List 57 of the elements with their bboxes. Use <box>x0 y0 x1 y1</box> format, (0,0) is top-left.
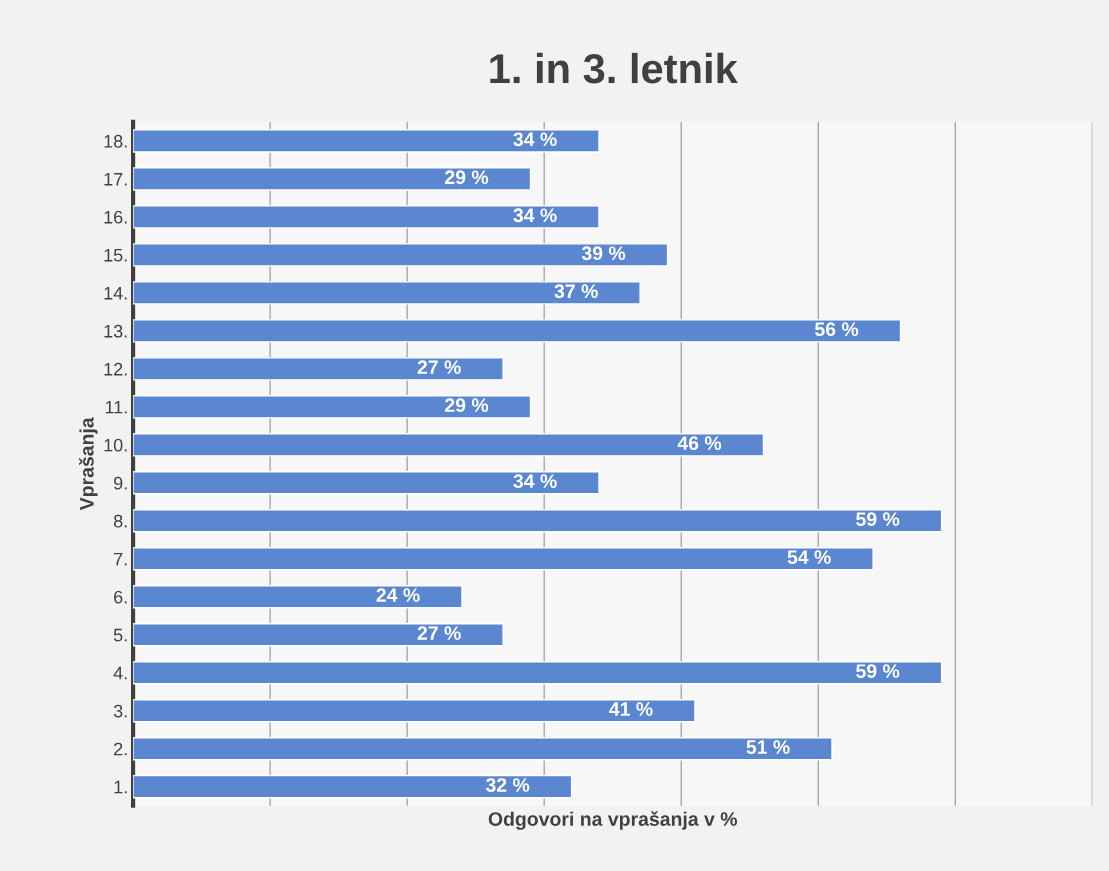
data-label: 41 % <box>609 702 653 716</box>
y-tick-label: 6. <box>114 590 127 604</box>
data-label: 59 % <box>856 664 900 678</box>
bar <box>133 661 943 685</box>
y-tick-label: 12. <box>104 362 127 376</box>
bar <box>133 699 696 723</box>
bar <box>133 509 943 533</box>
bar <box>133 433 765 457</box>
y-tick-label: 9. <box>114 476 127 490</box>
y-tick-label: 5. <box>113 628 127 642</box>
y-tick-label: 7. <box>114 552 127 566</box>
y-tick-label: 2. <box>114 742 127 756</box>
bar <box>133 774 573 799</box>
bar <box>133 623 504 647</box>
data-label: 34 % <box>513 474 557 489</box>
data-label: 29 % <box>445 398 489 413</box>
y-tick-label: 8. <box>113 514 127 528</box>
x-axis-title: Odgovori na vprašanja v % <box>488 811 738 830</box>
data-label: 27 % <box>417 360 461 375</box>
data-label: 56 % <box>815 322 859 337</box>
y-tick-label: 10. <box>104 438 127 452</box>
y-tick-label: 17. <box>104 173 127 186</box>
data-label: 54 % <box>787 550 831 564</box>
y-tick-label: 15. <box>104 249 127 262</box>
bar <box>133 471 600 495</box>
bar <box>133 167 532 191</box>
y-tick-label: 11. <box>105 400 127 414</box>
bar <box>133 205 600 229</box>
data-label: 59 % <box>856 512 900 527</box>
data-label: 27 % <box>417 626 461 640</box>
data-label: 24 % <box>376 588 420 602</box>
data-label: 46 % <box>677 436 722 451</box>
chart-title: 1. in 3. letnik <box>490 52 738 84</box>
data-label: 37 % <box>554 284 598 299</box>
y-tick-label: 16. <box>104 210 127 224</box>
data-label: 34 % <box>513 132 557 147</box>
y-tick-label: 18. <box>104 134 127 148</box>
bar <box>133 547 874 571</box>
y-tick-label: 4. <box>113 666 127 680</box>
bar <box>133 243 669 267</box>
data-label: 32 % <box>485 778 530 792</box>
bar <box>133 129 600 153</box>
y-tick-label: 14. <box>104 286 127 300</box>
data-label: 51 % <box>746 740 790 754</box>
data-label: 39 % <box>581 246 626 261</box>
y-tick-label: 3. <box>113 704 127 718</box>
bar <box>133 281 641 305</box>
data-label: 34 % <box>513 208 557 223</box>
bar <box>133 395 532 419</box>
y-tick-label: 13. <box>104 324 127 338</box>
bar <box>133 319 902 343</box>
bar <box>133 585 463 609</box>
data-label: 29 % <box>445 170 489 185</box>
bar <box>133 736 833 761</box>
y-axis-title: Vprašanja <box>79 417 98 511</box>
y-tick-label: 1. <box>114 780 127 794</box>
bar <box>133 357 504 381</box>
